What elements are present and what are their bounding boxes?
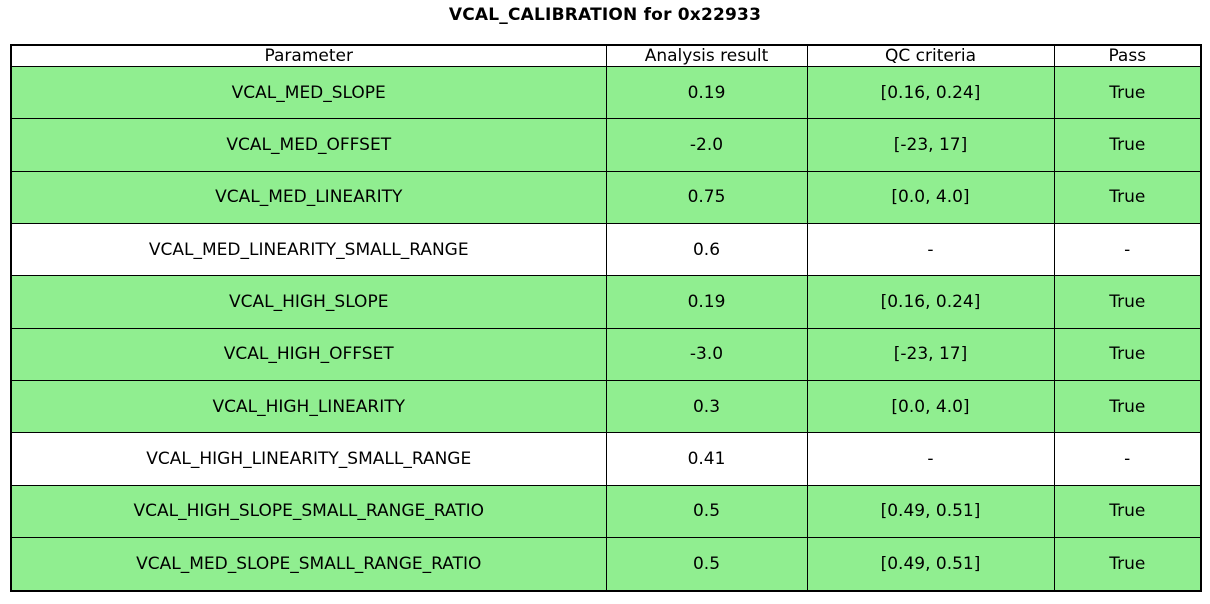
cell-qc-criteria: [0.49, 0.51] — [806, 536, 1055, 592]
column-header-parameter: Parameter — [10, 44, 607, 67]
cell-qc-criteria: [-23, 17] — [806, 118, 1055, 172]
page-title: VCAL_CALIBRATION for 0x22933 — [448, 5, 762, 25]
cell-pass: True — [1053, 275, 1202, 329]
table-row: VCAL_HIGH_SLOPE_SMALL_RANGE_RATIO 0.5 [0… — [10, 484, 1202, 538]
cell-pass: True — [1053, 379, 1202, 434]
cell-pass: - — [1053, 432, 1202, 486]
table-row: VCAL_MED_LINEARITY 0.75 [0.0, 4.0] True — [10, 170, 1202, 224]
cell-parameter: VCAL_MED_LINEARITY_SMALL_RANGE — [10, 222, 607, 277]
table-body: VCAL_MED_SLOPE 0.19 [0.16, 0.24] True VC… — [10, 65, 1202, 592]
column-header-pass: Pass — [1053, 44, 1202, 67]
cell-qc-criteria: [0.0, 4.0] — [806, 170, 1055, 224]
cell-pass: True — [1053, 65, 1202, 120]
cell-pass: True — [1053, 170, 1202, 224]
cell-pass: True — [1053, 118, 1202, 172]
column-header-analysis-result: Analysis result — [605, 44, 808, 67]
cell-qc-criteria: [0.49, 0.51] — [806, 484, 1055, 538]
cell-parameter: VCAL_HIGH_LINEARITY — [10, 379, 607, 434]
cell-qc-criteria: [0.16, 0.24] — [806, 65, 1055, 120]
cell-analysis-result: 0.6 — [605, 222, 808, 277]
cell-qc-criteria: - — [806, 222, 1055, 277]
cell-parameter: VCAL_MED_SLOPE_SMALL_RANGE_RATIO — [10, 536, 607, 592]
cell-pass: - — [1053, 222, 1202, 277]
cell-qc-criteria: [-23, 17] — [806, 327, 1055, 381]
cell-analysis-result: -3.0 — [605, 327, 808, 381]
cell-parameter: VCAL_HIGH_SLOPE — [10, 275, 607, 329]
cell-qc-criteria: [0.16, 0.24] — [806, 275, 1055, 329]
table-row: VCAL_HIGH_LINEARITY_SMALL_RANGE 0.41 - - — [10, 432, 1202, 486]
cell-analysis-result: 0.19 — [605, 275, 808, 329]
table-row: VCAL_MED_LINEARITY_SMALL_RANGE 0.6 - - — [10, 222, 1202, 277]
cell-analysis-result: 0.3 — [605, 379, 808, 434]
table-header-row: Parameter Analysis result QC criteria Pa… — [10, 44, 1202, 67]
table-row: VCAL_HIGH_LINEARITY 0.3 [0.0, 4.0] True — [10, 379, 1202, 434]
table-row: VCAL_MED_OFFSET -2.0 [-23, 17] True — [10, 118, 1202, 172]
cell-pass: True — [1053, 327, 1202, 381]
cell-parameter: VCAL_HIGH_LINEARITY_SMALL_RANGE — [10, 432, 607, 486]
cell-parameter: VCAL_HIGH_OFFSET — [10, 327, 607, 381]
cell-parameter: VCAL_HIGH_SLOPE_SMALL_RANGE_RATIO — [10, 484, 607, 538]
table-row: VCAL_HIGH_OFFSET -3.0 [-23, 17] True — [10, 327, 1202, 381]
cell-analysis-result: 0.5 — [605, 484, 808, 538]
qc-results-table: Parameter Analysis result QC criteria Pa… — [10, 44, 1202, 592]
cell-analysis-result: -2.0 — [605, 118, 808, 172]
table-row: VCAL_HIGH_SLOPE 0.19 [0.16, 0.24] True — [10, 275, 1202, 329]
cell-qc-criteria: [0.0, 4.0] — [806, 379, 1055, 434]
table-row: VCAL_MED_SLOPE_SMALL_RANGE_RATIO 0.5 [0.… — [10, 536, 1202, 592]
column-header-qc-criteria: QC criteria — [806, 44, 1055, 67]
cell-pass: True — [1053, 536, 1202, 592]
cell-parameter: VCAL_MED_LINEARITY — [10, 170, 607, 224]
cell-parameter: VCAL_MED_OFFSET — [10, 118, 607, 172]
cell-qc-criteria: - — [806, 432, 1055, 486]
cell-analysis-result: 0.75 — [605, 170, 808, 224]
cell-pass: True — [1053, 484, 1202, 538]
table-row: VCAL_MED_SLOPE 0.19 [0.16, 0.24] True — [10, 65, 1202, 120]
cell-analysis-result: 0.19 — [605, 65, 808, 120]
cell-parameter: VCAL_MED_SLOPE — [10, 65, 607, 120]
cell-analysis-result: 0.5 — [605, 536, 808, 592]
cell-analysis-result: 0.41 — [605, 432, 808, 486]
